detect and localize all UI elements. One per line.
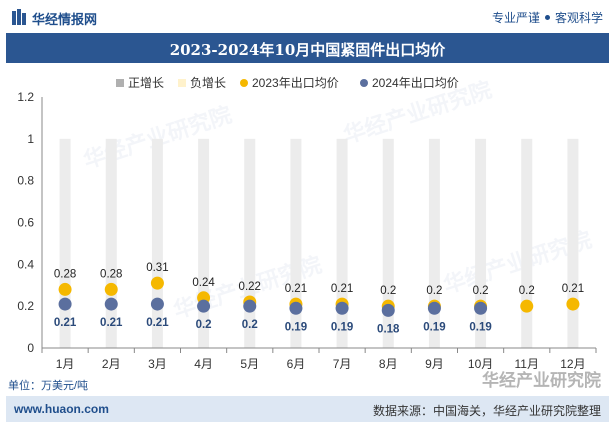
range-bar [475,138,487,348]
point-2024 [243,299,257,313]
x-tick-label: 11月 [515,357,539,371]
top-bar: 华经情报网 专业严谨 客观科学 [0,0,615,33]
legend-marker [360,79,368,87]
range-bar [521,138,533,348]
point-2024 [197,299,211,313]
huajing-logo-icon [12,9,26,25]
point-2023 [58,282,72,296]
legend-marker [240,79,248,87]
point-2024 [150,297,164,311]
label-2023: 0.31 [146,262,168,274]
label-2024: 0.21 [100,317,123,329]
label-2023: 0.22 [239,281,261,293]
point-2023 [566,297,580,311]
legend-label: 2024年出口均价 [372,76,459,90]
y-tick-label: 1.2 [17,90,34,104]
range-bars [59,138,579,348]
label-2023: 0.21 [331,283,353,295]
range-bar [336,138,348,348]
label-2023: 0.2 [426,285,442,297]
x-tick-label: 10月 [468,357,493,371]
y-tick-label: 1 [27,132,34,146]
label-2024: 0.2 [196,319,212,331]
label-2024: 0.18 [377,323,400,335]
y-tick-label: 0.6 [17,216,34,230]
y-tick-label: 0.8 [17,174,34,188]
point-2024 [474,301,488,315]
legend-swatch [178,79,186,87]
x-axis: 1月 2月 3月 4月 5月 6月 7月 8月 9月 10月 11月 12月 [41,347,597,371]
chart-legend: 正增长 负增长 2023年出口均价 2024年出口均价 [116,76,459,90]
slogan-dot-icon [544,15,550,21]
label-2024: 0.19 [469,321,491,333]
label-2023: 0.2 [473,285,489,297]
label-2024: 0.21 [54,317,77,329]
y-tick-label: 0 [27,341,34,355]
y-tick-label: 0.4 [17,257,34,271]
range-bar [151,138,163,348]
legend-swatch [116,79,124,87]
point-2024 [381,303,395,317]
y-tick-label: 0.2 [17,299,34,313]
label-2023: 0.28 [100,268,122,280]
point-2023 [104,282,118,296]
x-tick-label: 9月 [425,357,444,371]
legend-label: 正增长 [128,76,164,90]
chart-title: 2023-2024年10月中国紧固件出口均价 [169,41,446,59]
label-2024: 0.19 [285,321,307,333]
data-source: 数据来源：中国海关，华经产业研究院整理 [372,404,601,418]
label-2023: 0.24 [192,277,215,289]
range-bar [290,138,302,348]
label-2023: 0.28 [54,268,76,280]
x-tick-label: 3月 [148,357,167,371]
legend-label: 负增长 [190,76,226,90]
x-tick-label: 2月 [102,357,121,371]
range-bar [105,138,117,348]
label-2023: 0.21 [285,283,307,295]
brand-name: 华经情报网 [32,12,98,27]
range-bar [244,138,256,348]
y-axis: 0 0.2 0.4 0.6 0.8 1 1.2 [17,90,43,355]
unit-label: 单位：万美元/吨 [8,380,89,392]
range-bar [198,138,210,348]
label-2024: 0.19 [331,321,353,333]
x-tick-label: 7月 [333,357,352,371]
slogan-right: 客观科学 [554,11,603,25]
point-2024 [104,297,118,311]
data-points: 0.28 0.28 0.31 0.24 0.22 0.21 0.21 0.2 0.2 0.2 0.2… [54,262,584,335]
point-2024 [427,301,441,315]
footer: www.huaon.com 数据来源：中国海关，华经产业研究院整理 [6,396,609,422]
label-2023: 0.2 [380,285,396,297]
website-url: www.huaon.com [14,402,109,416]
x-tick-label: 4月 [194,357,213,371]
point-2024 [58,297,72,311]
range-bar [428,138,440,348]
range-bar [59,138,71,348]
label-2023: 0.21 [562,283,584,295]
x-tick-label: 8月 [379,357,398,371]
price-chart: 正增长 负增长 2023年出口均价 2024年出口均价 00.20.40.60.811… [17,76,597,371]
range-bar [382,138,394,348]
legend-label: 2023年出口均价 [252,76,339,90]
slogan: 专业严谨 客观科学 [492,9,603,26]
x-tick-label: 5月 [240,357,259,371]
label-2023: 0.2 [519,285,535,297]
range-bar [567,138,579,348]
title-bar: 2023-2024年10月中国紧固件出口均价 [6,33,609,63]
label-2024: 0.19 [423,321,445,333]
point-2023 [520,299,534,313]
corner-watermark: 华经产业研究院 [482,371,601,390]
slogan-left: 专业严谨 [491,11,540,25]
point-2024 [335,301,349,315]
x-tick-label: 1月 [56,357,75,371]
point-2023 [150,276,164,290]
label-2024: 0.21 [146,317,169,329]
label-2024: 0.2 [242,319,258,331]
point-2024 [289,301,303,315]
x-tick-label: 6月 [287,357,306,371]
x-tick-label: 12月 [560,357,585,371]
